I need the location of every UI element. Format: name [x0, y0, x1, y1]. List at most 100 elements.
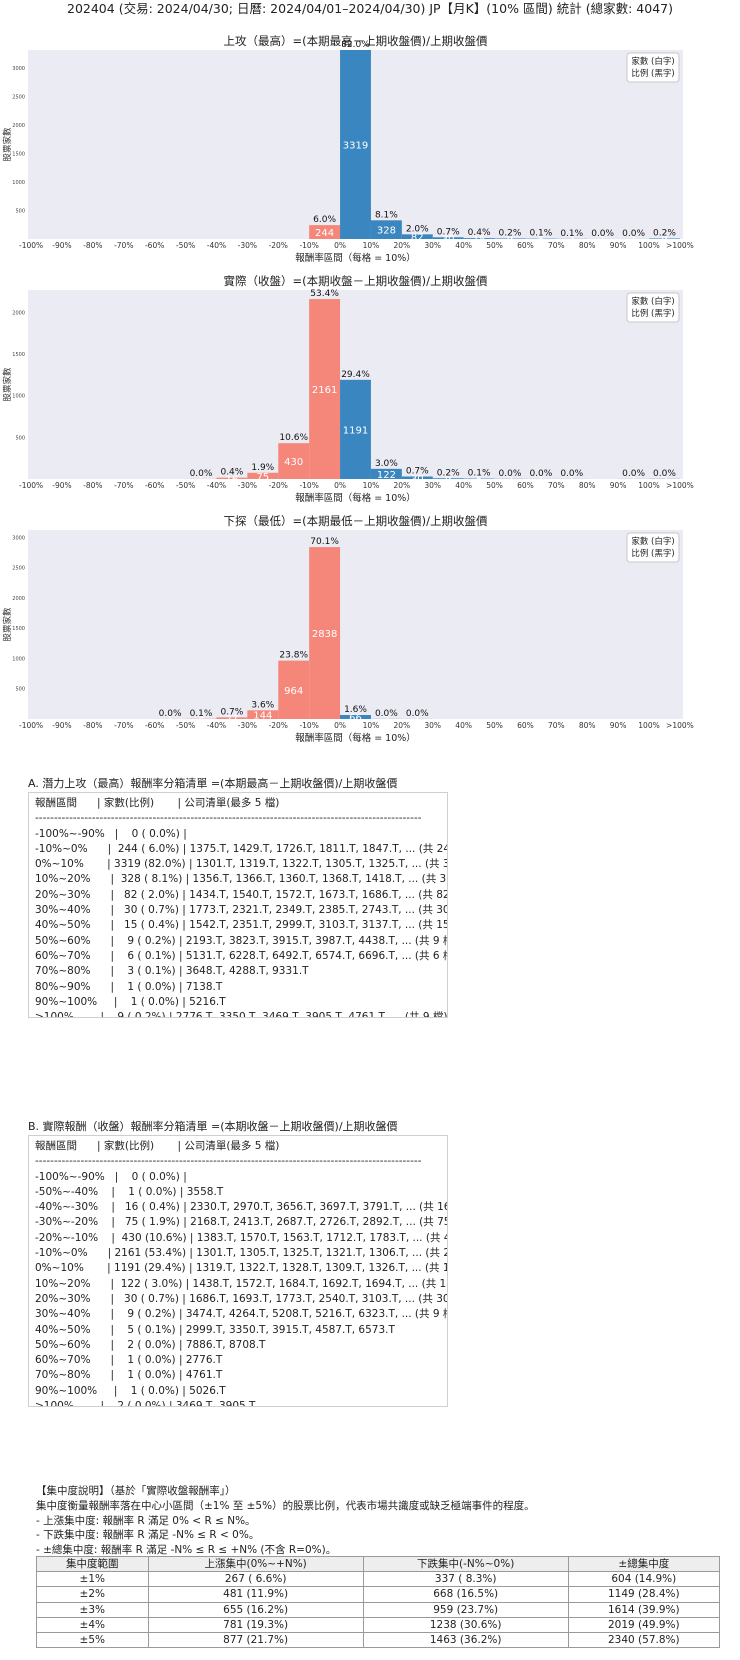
- table-cell: 781 (19.3%): [147, 1616, 364, 1633]
- x-tick-label: 50%: [486, 481, 503, 490]
- bar-pct-label: 6.0%: [313, 215, 336, 225]
- x-tick-label: 60%: [517, 481, 534, 490]
- concentration-table: 集中度範圍 上漲集中(0%~+N%) 下跌集中(-N%~0%) ±總集中度 ±1…: [36, 1555, 721, 1649]
- table-row-line: 50%~60% | 9 ( 0.2%) | 2193.T, 3823.T, 39…: [35, 934, 448, 947]
- bar: [309, 547, 341, 719]
- table-row-line: >100% | 9 ( 0.2%) | 2776.T, 3350.T, 3469…: [35, 1011, 448, 1018]
- bar-count-label: 3: [569, 235, 575, 246]
- x-tick-label: -70%: [114, 481, 133, 490]
- bar: [494, 238, 526, 239]
- x-tick-label: -20%: [269, 721, 288, 730]
- chart-legend: 家數 (白字)比例 (黑字): [626, 532, 680, 563]
- table-cell: 1238 (30.6%): [362, 1616, 569, 1633]
- bar-pct-label: 70.1%: [310, 537, 339, 547]
- x-tick-label: 10%: [363, 241, 380, 250]
- table-a-title: A. 潛力上攻（最高）報酬率分箱清單 =(本期最高－上期收盤價)/上期收盤價: [28, 777, 398, 790]
- table-cell: 337 ( 8.3%): [362, 1571, 569, 1588]
- table-cell: ±5%: [36, 1631, 149, 1649]
- x-tick-label: 50%: [486, 721, 503, 730]
- bar-count-label: 964: [284, 686, 303, 697]
- header-cell: 上漲集中(0%~+N%): [147, 1555, 364, 1573]
- table-row-line: 80%~90% | 1 ( 0.0%) | 7138.T: [35, 980, 223, 993]
- x-tick-label: -30%: [238, 241, 257, 250]
- table-cell: 655 (16.2%): [147, 1601, 364, 1618]
- bar-pct-label: 0.0%: [375, 709, 398, 719]
- table-divider-line: ----------------------------------------…: [35, 1155, 422, 1168]
- table-row-line: -40%~-30% | 16 ( 0.4%) | 2330.T, 2970.T,…: [35, 1201, 448, 1214]
- x-tick-label: -100%: [19, 481, 43, 490]
- plot-area: [28, 530, 683, 719]
- x-tick-label: -40%: [207, 721, 226, 730]
- bar-pct-label: 8.1%: [375, 210, 398, 220]
- table-cell: 1149 (28.4%): [567, 1586, 721, 1603]
- bar: [432, 478, 464, 479]
- table-cell: 2340 (57.8%): [567, 1631, 721, 1649]
- bar-pct-label: 3.6%: [251, 700, 274, 710]
- x-tick-label: 90%: [610, 241, 627, 250]
- bar-pct-label: 0.0%: [622, 229, 645, 239]
- bar: [340, 50, 371, 239]
- x-tick-label: 30%: [424, 241, 441, 250]
- y-tick-label: 2000: [12, 123, 25, 129]
- bar: [370, 220, 402, 239]
- x-tick-label: -40%: [207, 481, 226, 490]
- chart-title: 下探（最低）=(本期最低－上期收盤價)/上期收盤價: [224, 514, 488, 528]
- x-tick-label: 10%: [363, 481, 380, 490]
- x-tick-label: 70%: [548, 721, 565, 730]
- x-tick-label: >100%: [666, 721, 694, 730]
- y-tick-label: 1000: [12, 656, 25, 662]
- y-tick-label: 500: [15, 435, 25, 441]
- y-tick-label: 1500: [12, 626, 25, 632]
- bar-pct-label: 0.2%: [653, 228, 676, 238]
- bar-pct-label: 29.4%: [341, 370, 370, 380]
- bar-pct-label: 0.1%: [190, 709, 213, 719]
- x-tick-label: 30%: [424, 721, 441, 730]
- bar-pct-label: 1.9%: [251, 463, 274, 473]
- bar: [463, 238, 495, 239]
- bar: [216, 717, 248, 719]
- bar-count-label: 244: [315, 228, 334, 239]
- x-tick-label: -10%: [299, 481, 318, 490]
- bar-count-label: 144: [253, 711, 272, 722]
- bar-count-label: 82: [411, 233, 424, 244]
- bar: [278, 660, 310, 719]
- concentration-description: 【集中度說明】（基於「實際收盤報酬率」） 集中度衡量報酬率落在中心小區間（±1%…: [36, 1484, 736, 1558]
- bar-count-label: 16: [226, 474, 239, 485]
- table-cell: 668 (16.5%): [362, 1586, 569, 1603]
- bar: [247, 472, 279, 479]
- bar-count-label: 1: [630, 475, 636, 486]
- x-axis-label: 報酬率區間（每格 = 10%）: [295, 252, 416, 264]
- bar-pct-label: 0.0%: [591, 229, 614, 239]
- x-tick-label: 10%: [363, 721, 380, 730]
- bar-count-label: 75: [256, 472, 269, 483]
- bar-pct-label: 0.2%: [437, 468, 460, 478]
- bar: [309, 225, 341, 239]
- bar-count-label: 2: [661, 475, 667, 486]
- bar: [216, 477, 248, 479]
- bar-pct-label: 0.7%: [437, 227, 460, 237]
- bar-pct-label: 23.8%: [279, 651, 308, 661]
- bar-pct-label: 0.0%: [560, 469, 583, 479]
- x-tick-label: -50%: [176, 481, 195, 490]
- x-tick-label: -30%: [238, 481, 257, 490]
- bar: [432, 237, 464, 239]
- bar-pct-label: 0.0%: [159, 709, 182, 719]
- table-row-line: 90%~100% | 1 ( 0.0%) | 5216.T: [35, 995, 226, 1008]
- chart-legend: 家數 (白字)比例 (黑字): [626, 292, 680, 323]
- x-tick-label: 100%: [638, 481, 659, 490]
- table-row-line: 60%~70% | 1 ( 0.0%) | 2776.T: [35, 1354, 223, 1367]
- bar-pct-label: 0.0%: [622, 469, 645, 479]
- legend-entry: 比例 (黑字): [631, 548, 674, 559]
- bar-count-label: 9: [507, 235, 513, 246]
- bar-pct-label: 10.6%: [279, 433, 308, 443]
- table-header-line: 報酬區間 | 家數(比例) | 公司清單(最多 5 檔): [35, 797, 280, 809]
- x-axis-label: 報酬率區間（每格 = 10%）: [295, 732, 416, 744]
- concentration-line: 集中度衡量報酬率落在中心小區間（±1% 至 ±5%）的股票比例，代表市場共識度或…: [36, 1499, 535, 1512]
- bar: [649, 238, 680, 239]
- bar-count-label: 2838: [312, 629, 337, 640]
- bar: [340, 379, 371, 479]
- header-cell: 下跌集中(-N%~0%): [362, 1555, 569, 1573]
- bar-count-label: 9: [445, 475, 451, 486]
- table-row-line: 90%~100% | 1 ( 0.0%) | 5026.T: [35, 1384, 226, 1397]
- x-tick-label: 80%: [579, 481, 596, 490]
